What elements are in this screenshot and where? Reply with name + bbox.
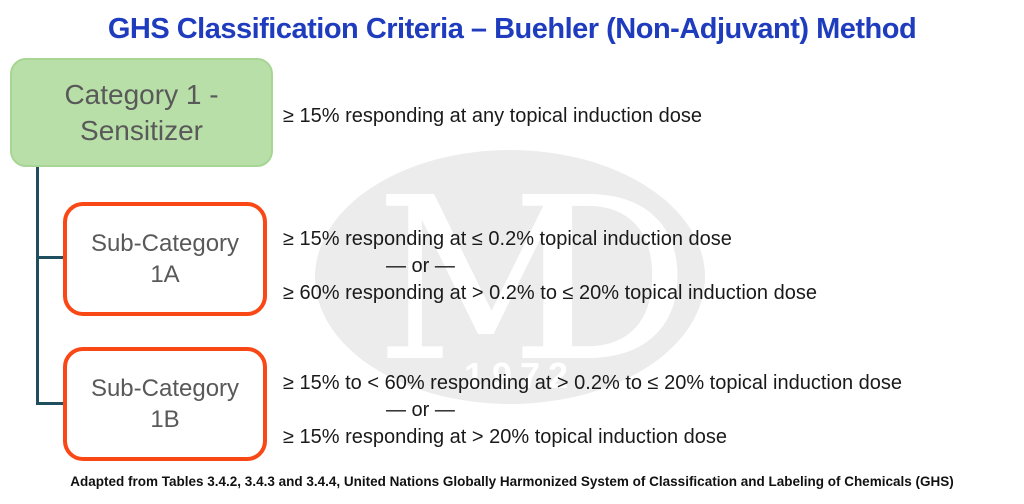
- connector-stub-1b: [36, 402, 64, 405]
- category-1-criteria: ≥ 15% responding at any topical inductio…: [283, 103, 702, 130]
- category-1-label-line1: Category 1 -: [64, 78, 219, 110]
- criteria-or-separator: — or —: [386, 255, 455, 277]
- diagram-title: GHS Classification Criteria – Buehler (N…: [107, 13, 917, 45]
- criteria-line: ≥ 15% responding at ≤ 0.2% topical induc…: [283, 228, 732, 250]
- subcategory-1b-criteria: ≥ 15% to < 60% responding at > 0.2% to ≤…: [283, 370, 902, 451]
- subcategory-1a-box: Sub-Category 1A: [63, 202, 267, 316]
- subcategory-1b-label-line2: 1B: [150, 406, 180, 433]
- subcategory-1a-label-line2: 1A: [150, 261, 180, 288]
- criteria-line: ≥ 15% to < 60% responding at > 0.2% to ≤…: [283, 372, 903, 394]
- criteria-line: ≥ 60% responding at > 0.2% to ≤ 20% topi…: [283, 282, 817, 304]
- watermark-year: 1972: [464, 355, 576, 396]
- watermark-monogram-m: M: [375, 150, 605, 405]
- criteria-or-separator: — or —: [386, 399, 455, 421]
- source-footnote: Adapted from Tables 3.4.2, 3.4.3 and 3.4…: [70, 474, 954, 489]
- subcategory-1a-label-line1: Sub-Category: [90, 230, 240, 257]
- category-1-label-line2: Sensitizer: [80, 114, 203, 146]
- watermark-logo: M D 1972: [315, 150, 705, 405]
- connector-stub-1a: [36, 256, 64, 259]
- criteria-line: ≥ 15% responding at any topical inductio…: [283, 105, 703, 127]
- category-1-box: Category 1 - Sensitizer: [10, 58, 273, 167]
- subcategory-1b-label-line1: Sub-Category: [90, 375, 240, 402]
- watermark-ellipse: [315, 150, 705, 404]
- subcategory-1a-criteria: ≥ 15% responding at ≤ 0.2% topical induc…: [283, 226, 817, 307]
- connector-vertical-line: [36, 166, 39, 405]
- criteria-line: ≥ 15% responding at > 20% topical induct…: [283, 426, 728, 448]
- subcategory-1b-box: Sub-Category 1B: [63, 347, 267, 461]
- watermark-monogram-d: D: [510, 150, 690, 405]
